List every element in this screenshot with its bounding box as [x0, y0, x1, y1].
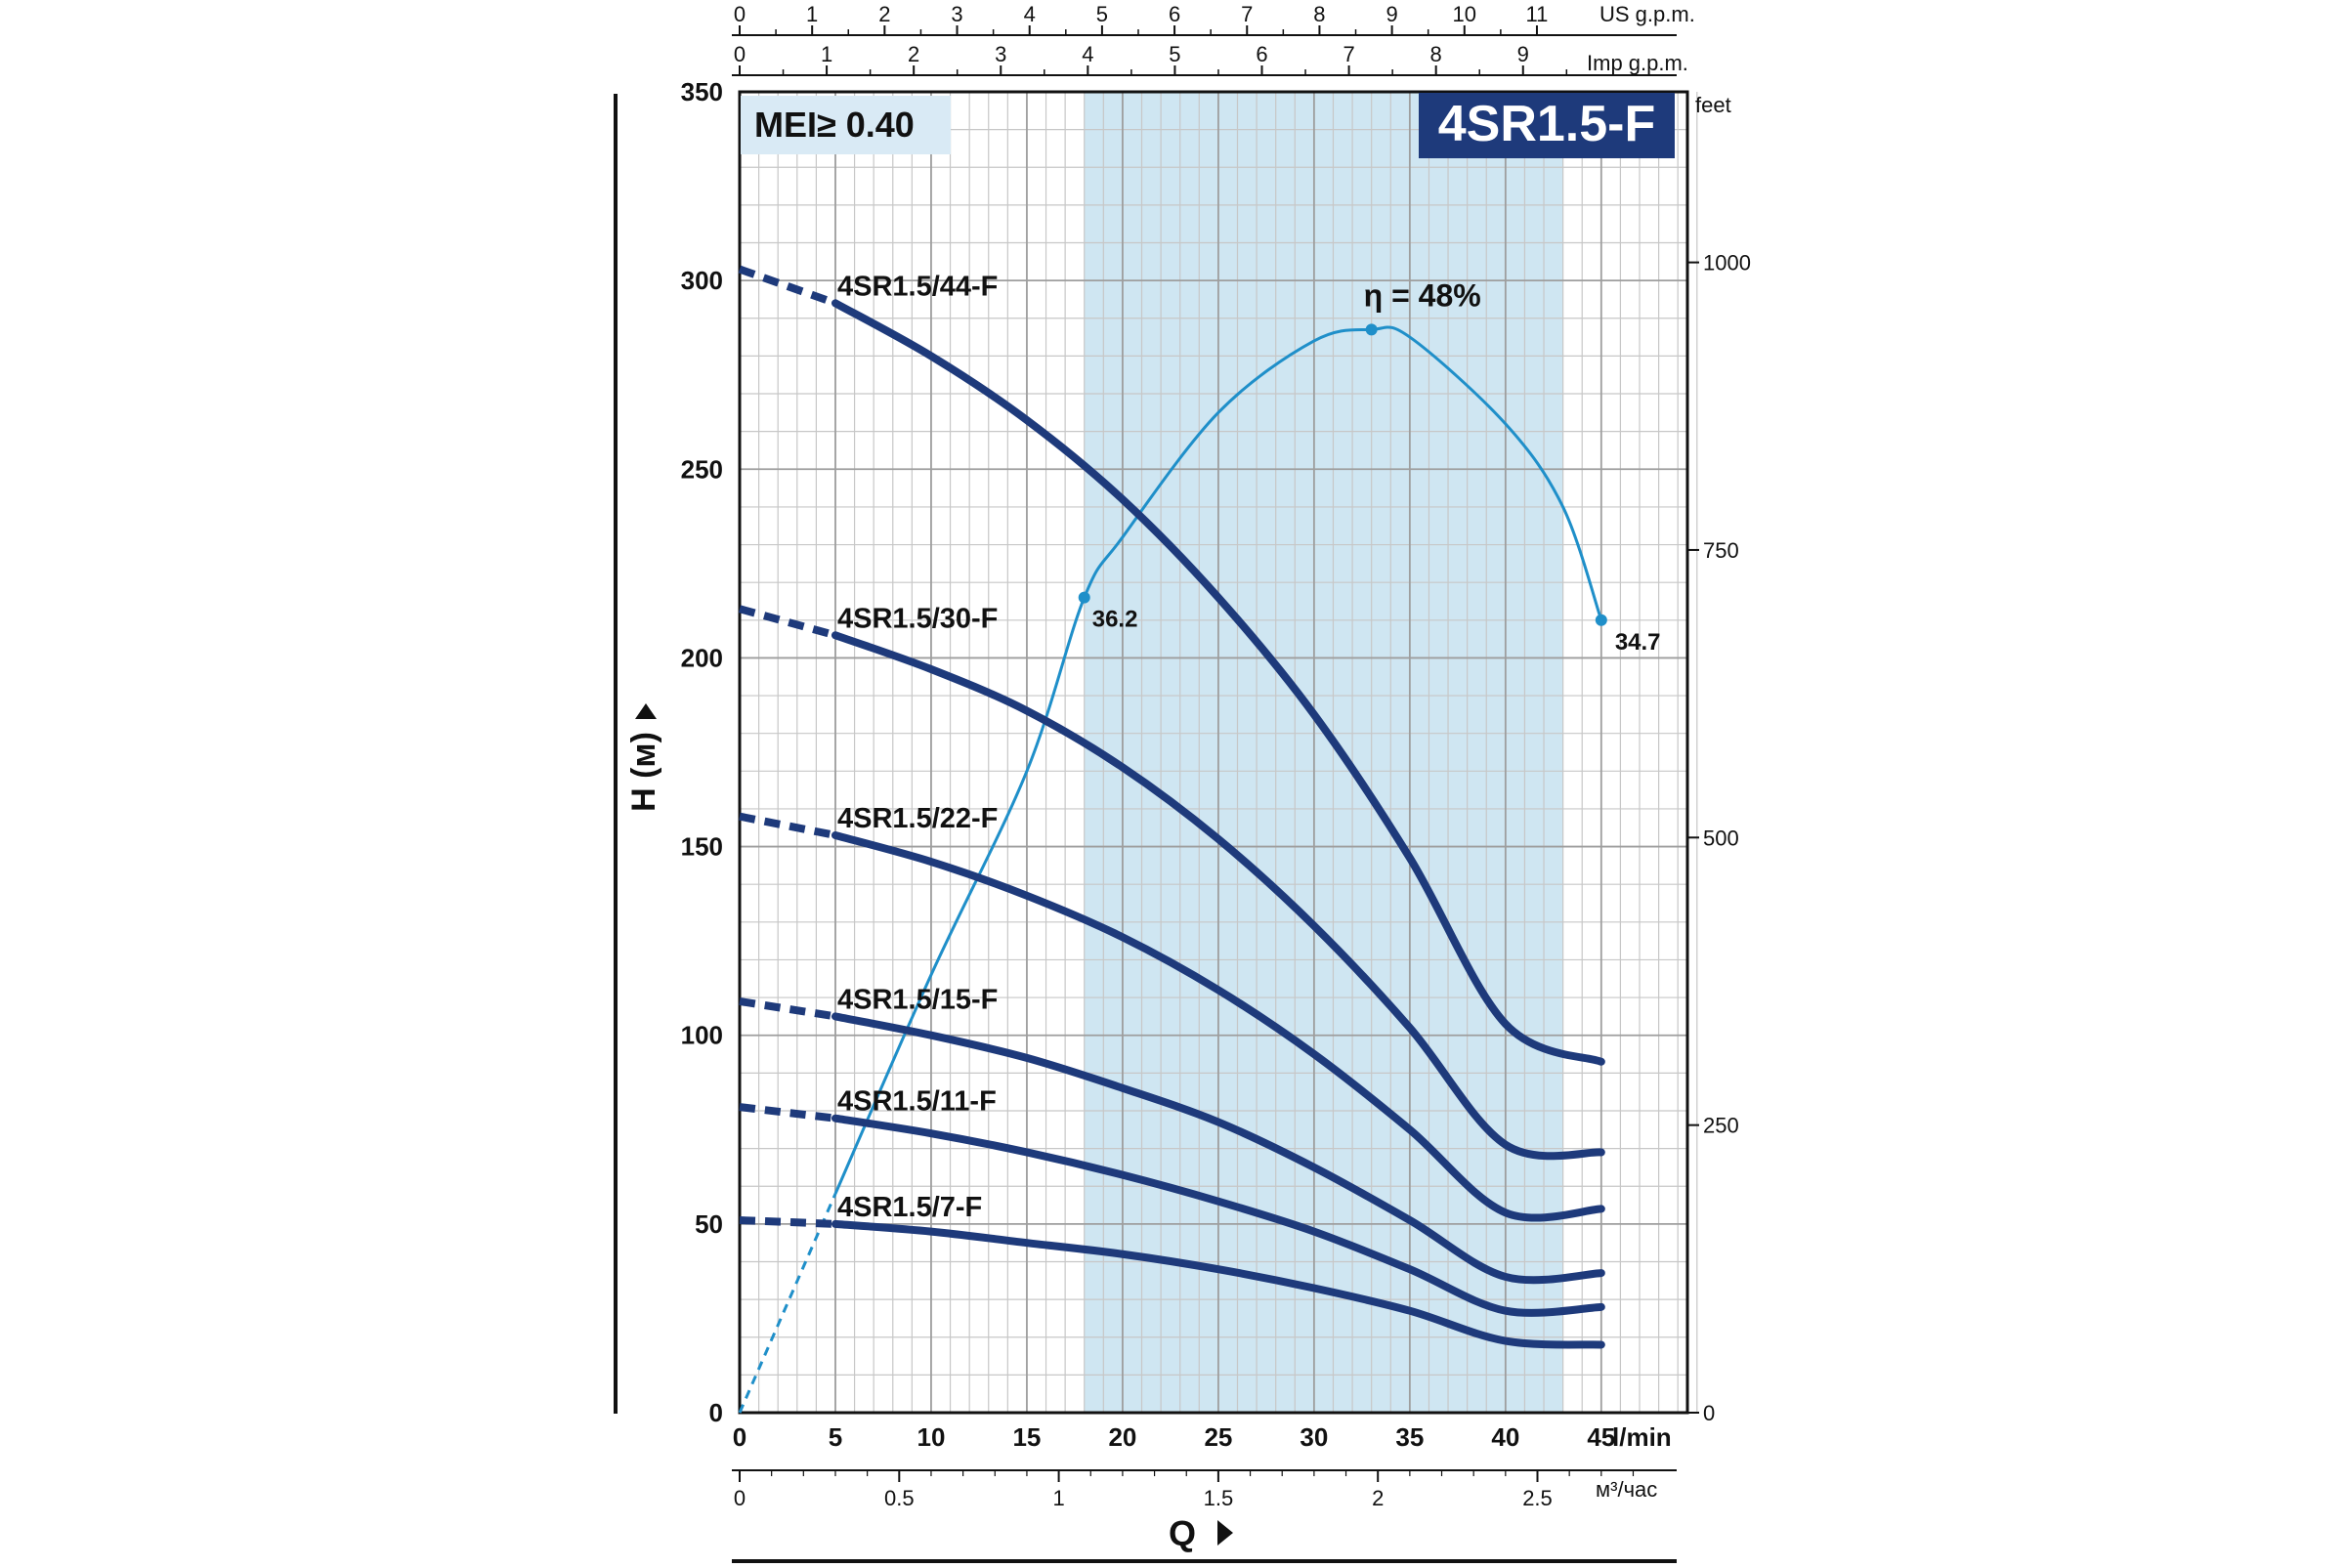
series-curve-dashed	[739, 812, 836, 839]
series-label: 4SR1.5/22-F	[837, 803, 998, 834]
title-badge-bg	[1419, 93, 1675, 158]
feet-tick-label: 250	[1703, 1114, 1739, 1138]
efficiency-curve	[833, 325, 1603, 1195]
imp-gpm-axis-label: Imp g.p.m.	[1587, 51, 1688, 75]
series-curve	[831, 1219, 1605, 1349]
m3h-tick-label: 1	[1052, 1486, 1064, 1510]
feet-tick-label: 1000	[1703, 251, 1751, 275]
x-tick-label: 35	[1395, 1422, 1424, 1452]
y-tick-label: 300	[681, 266, 723, 295]
series-label: 4SR1.5/7-F	[837, 1192, 982, 1223]
feet-tick-label: 0	[1703, 1401, 1715, 1425]
series-curve-dashed	[739, 1103, 836, 1123]
y-tick-label: 250	[681, 454, 723, 484]
m3h-tick-label: 2	[1372, 1486, 1384, 1510]
imp-gpm-tick-label: 9	[1517, 42, 1529, 66]
us-gpm-tick-label: 3	[951, 2, 962, 26]
imp-gpm-tick-label: 5	[1169, 42, 1180, 66]
imp-gpm-tick-label: 4	[1082, 42, 1093, 66]
x-unit-label: l/min	[1612, 1422, 1672, 1452]
series-curve	[831, 830, 1605, 1222]
us-gpm-tick-label: 4	[1024, 2, 1036, 26]
efficiency-end-label: 34.7	[1615, 629, 1661, 656]
series-label: 4SR1.5/44-F	[837, 271, 998, 302]
y-tick-label: 100	[681, 1021, 723, 1050]
m3h-tick-label: 2.5	[1522, 1486, 1553, 1510]
series-label: 4SR1.5/30-F	[837, 603, 998, 634]
x-tick-label: 40	[1491, 1422, 1519, 1452]
x-tick-label: 10	[917, 1422, 945, 1452]
imp-gpm-tick-label: 8	[1430, 42, 1442, 66]
imp-gpm-tick-label: 7	[1343, 42, 1354, 66]
us-gpm-tick-label: 9	[1386, 2, 1397, 26]
feet-axis-label: feet	[1695, 93, 1731, 117]
y-axis-label: H (м)	[625, 732, 662, 812]
x-tick-label: 25	[1204, 1422, 1232, 1452]
x-axis-arrow	[1217, 1520, 1233, 1546]
series-label: 4SR1.5/11-F	[837, 1086, 997, 1118]
m3h-tick-label: 0.5	[884, 1486, 915, 1510]
us-gpm-tick-label: 1	[806, 2, 818, 26]
y-axis-arrow	[635, 703, 657, 719]
series-curve	[831, 299, 1605, 1066]
us-gpm-tick-label: 5	[1096, 2, 1108, 26]
series-curve	[831, 631, 1605, 1161]
imp-gpm-tick-label: 2	[908, 42, 919, 66]
series-curve-dashed	[739, 1215, 836, 1228]
x-axis-label: Q	[1169, 1513, 1196, 1553]
x-tick-label: 20	[1108, 1422, 1136, 1452]
efficiency-point	[1595, 614, 1607, 626]
series-curve-dashed	[738, 265, 837, 308]
efficiency-point	[1365, 323, 1378, 336]
chart-title: 4SR1.5-F	[1438, 96, 1656, 152]
series-curve-dashed	[739, 996, 836, 1021]
mei-badge: MEI≥ 0.40	[754, 105, 915, 145]
mei-badge-bg	[741, 96, 951, 154]
us-gpm-tick-label: 8	[1313, 2, 1325, 26]
m3h-tick-label: 0	[734, 1486, 746, 1510]
us-gpm-tick-label: 10	[1453, 2, 1476, 26]
series-label: 4SR1.5/15-F	[837, 984, 998, 1015]
efficiency-curve-dashed	[738, 1193, 837, 1414]
x-tick-label: 30	[1300, 1422, 1328, 1452]
efficiency-point	[1078, 591, 1090, 604]
x-tick-label: 5	[829, 1422, 842, 1452]
us-gpm-tick-label: 0	[734, 2, 746, 26]
series-curve-dashed	[738, 605, 837, 640]
series-curve	[831, 1114, 1605, 1317]
imp-gpm-tick-label: 1	[821, 42, 832, 66]
x-tick-label: 45	[1587, 1422, 1615, 1452]
us-gpm-tick-label: 11	[1526, 2, 1549, 26]
y-tick-label: 150	[681, 832, 723, 862]
efficiency-peak-label: η = 48%	[1364, 277, 1481, 313]
imp-gpm-tick-label: 0	[734, 42, 746, 66]
us-gpm-tick-label: 2	[878, 2, 890, 26]
y-tick-label: 50	[695, 1209, 723, 1239]
plot-frame	[738, 90, 1689, 1415]
m3h-axis-label: м³/час	[1596, 1477, 1657, 1502]
x-tick-label: 0	[733, 1422, 746, 1452]
y-tick-label: 0	[709, 1398, 723, 1427]
imp-gpm-tick-label: 6	[1256, 42, 1267, 66]
us-gpm-tick-label: 6	[1169, 2, 1180, 26]
feet-tick-label: 750	[1703, 538, 1739, 563]
recommended-range-band	[1084, 92, 1563, 1413]
feet-tick-label: 500	[1703, 826, 1739, 850]
efficiency-start-label: 36.2	[1092, 607, 1138, 633]
m3h-tick-label: 1.5	[1204, 1486, 1234, 1510]
y-tick-label: 200	[681, 643, 723, 672]
us-gpm-tick-label: 7	[1241, 2, 1253, 26]
series-curve	[831, 1012, 1605, 1285]
x-tick-label: 15	[1012, 1422, 1041, 1452]
us-gpm-axis-label: US g.p.m.	[1599, 2, 1695, 26]
imp-gpm-tick-label: 3	[995, 42, 1006, 66]
y-tick-label: 350	[681, 77, 723, 106]
